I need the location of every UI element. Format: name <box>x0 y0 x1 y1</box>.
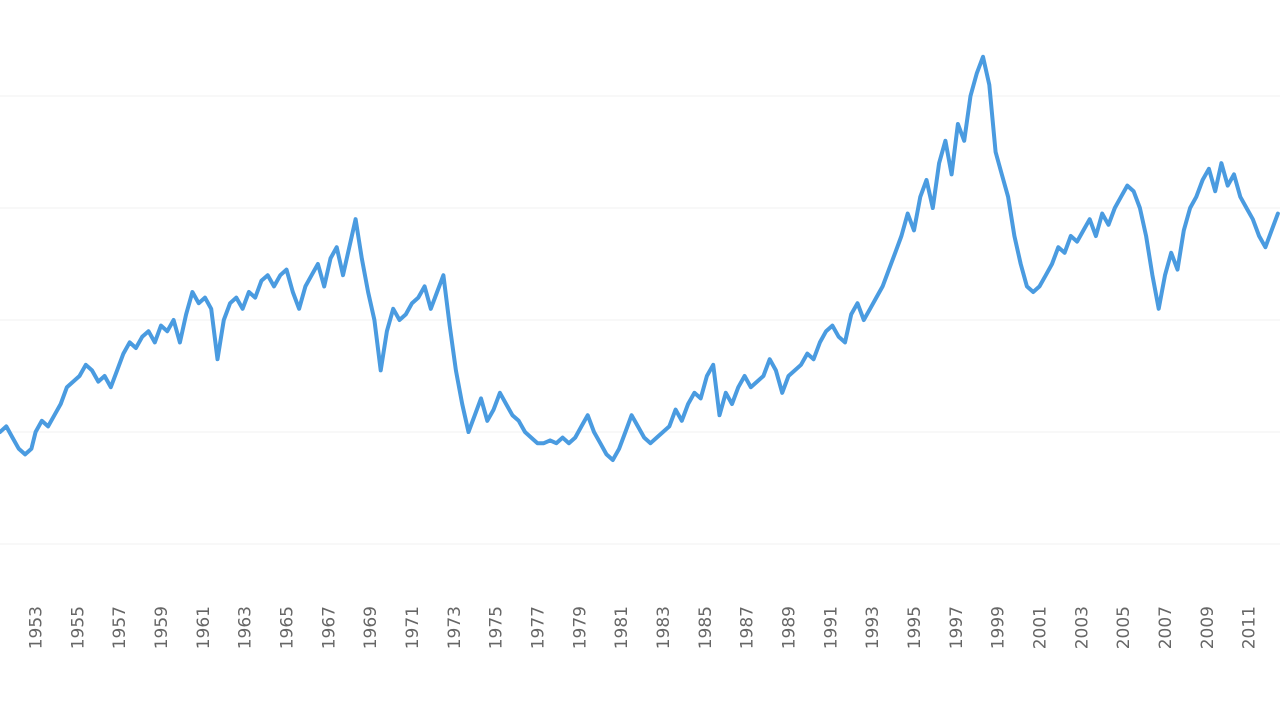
x-tick-label: 1985 <box>696 606 716 649</box>
x-tick-label: 1975 <box>487 606 507 649</box>
x-axis-tick-labels: 1951 1953 1955 1957 1959 1961 1963 1965 1967 1969… <box>0 606 1260 649</box>
x-tick-label: 2001 <box>1031 606 1051 649</box>
x-tick-label: 2007 <box>1156 606 1176 649</box>
x-tick-label: 1953 <box>27 606 47 649</box>
x-tick-label: 2011 <box>1240 606 1260 649</box>
x-tick-label: 1965 <box>278 606 298 649</box>
x-tick-label: 1955 <box>68 606 88 649</box>
x-tick-label: 1959 <box>152 606 172 649</box>
x-tick-label: 1993 <box>863 606 883 649</box>
series-line <box>0 54 1280 462</box>
x-tick-label: 1981 <box>612 606 632 649</box>
x-tick-label: 1967 <box>319 606 339 649</box>
x-tick-label: 2005 <box>1114 606 1134 649</box>
x-tick-label: 2003 <box>1072 606 1092 649</box>
x-tick-label: 1999 <box>989 606 1009 649</box>
x-tick-label: 1977 <box>529 606 549 649</box>
x-tick-label: 2009 <box>1198 606 1218 649</box>
x-tick-label: 1983 <box>654 606 674 649</box>
x-tick-label: 1969 <box>361 606 381 649</box>
x-tick-label: 1971 <box>403 606 423 649</box>
grid-lines <box>0 95 1280 545</box>
x-tick-label: 1951 <box>0 606 5 649</box>
x-tick-label: 1957 <box>110 606 130 649</box>
x-tick-label: 1979 <box>570 606 590 649</box>
x-tick-label: 1987 <box>738 606 758 649</box>
x-tick-label: 1973 <box>445 606 465 649</box>
x-tick-label: 1997 <box>947 606 967 649</box>
plot-area <box>0 54 1280 462</box>
x-tick-label: 1995 <box>905 606 925 649</box>
x-tick-label: 1991 <box>821 606 841 649</box>
x-tick-label: 1989 <box>780 606 800 649</box>
x-tick-label: 1963 <box>236 606 256 649</box>
x-tick-label: 1961 <box>194 606 214 649</box>
